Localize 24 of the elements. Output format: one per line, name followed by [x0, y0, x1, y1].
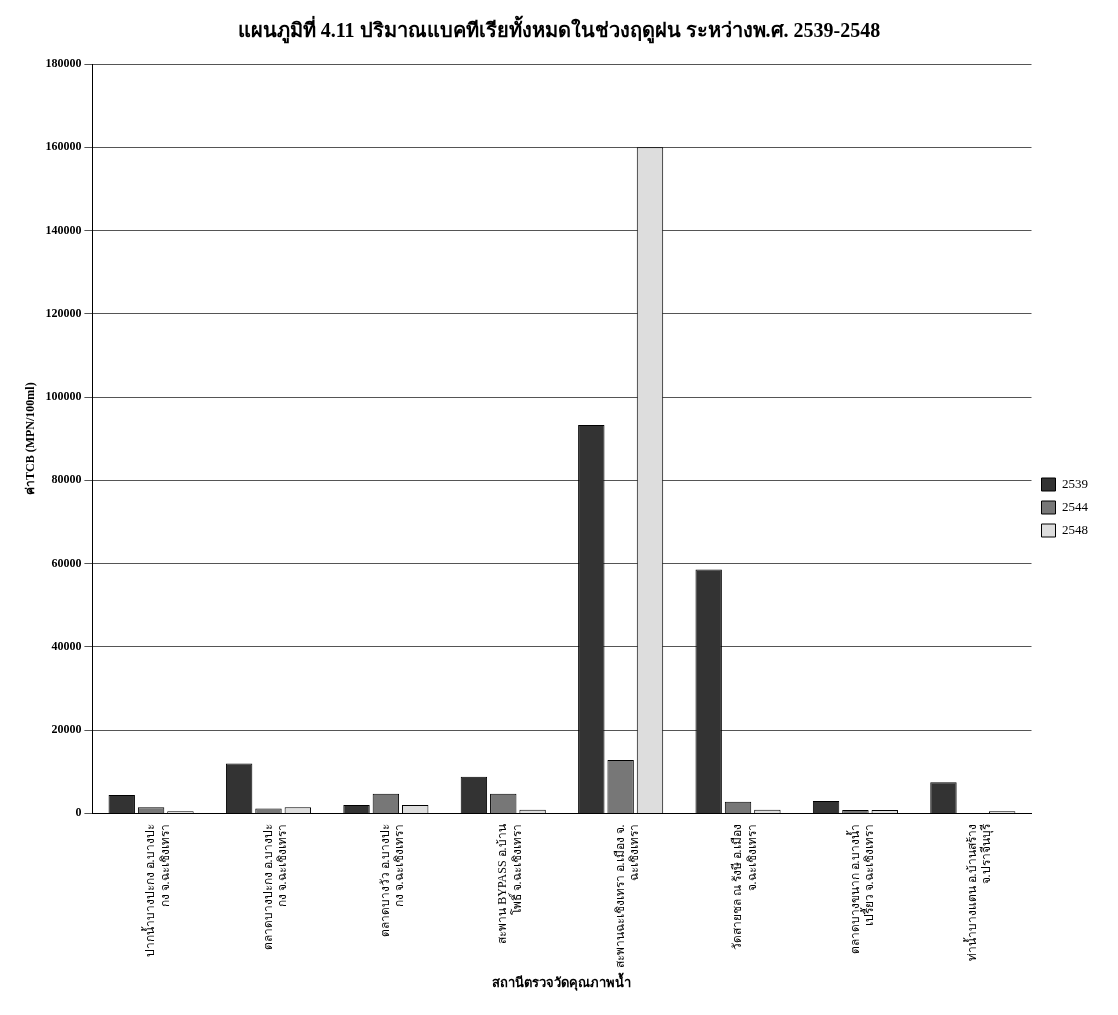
- x-tick-label: ตลาดบางปะกง อ.บางปะ กง จ.ฉะเชิงเทรา: [260, 824, 290, 951]
- y-tick-label: 100000: [45, 389, 82, 404]
- y-tick-label: 20000: [51, 722, 82, 737]
- x-tick-label: สะพานฉะเชิงเทรา อ.เมือง จ. ฉะเชิงเทรา: [612, 824, 642, 969]
- y-tick-label: 160000: [45, 139, 82, 154]
- y-axis-title: ค่าTCB (MPN/100ml): [23, 382, 38, 496]
- y-tick-label: 60000: [51, 555, 82, 570]
- x-tick-label: ตลาดบางวัว อ.บางปะ กง จ.ฉะเชิงเทรา: [378, 824, 407, 938]
- x-tick-label: ท่าน้ำบางแตน อ.บ้านสร้าง จ.ปราจีนบุรี: [962, 823, 995, 962]
- legend-label: 2539: [1062, 475, 1088, 491]
- y-tick-label: 80000: [51, 472, 82, 487]
- y-tick-label: 40000: [51, 638, 82, 653]
- chart-title: แผนภูมิที่ 4.11 ปริมาณแบคทีเรียทั้งหมดในช่วงฤดูฝน ระหว่างพ.ศ. 2539-2548: [237, 15, 881, 45]
- x-axis-title: สถานีตรวจวัดคุณภาพน้ำ: [492, 971, 632, 991]
- x-tick-label: สะพาน BYPASS อ.บ้าน โพธิ์ จ.ฉะเชิงเทรา: [495, 824, 524, 944]
- y-tick-label: 120000: [45, 305, 82, 320]
- x-tick-label: ปากน้ำบางปะกง อ.บางปะ กง จ.ฉะเชิงเทรา: [141, 824, 172, 958]
- x-tick-label: วัดสายชล ณ รังษี อ.เมือง จ.ฉะเชิงเทรา: [730, 824, 759, 951]
- y-tick-label: 0: [75, 805, 82, 820]
- y-tick-label: 140000: [45, 222, 82, 237]
- legend-label: 2548: [1062, 521, 1088, 537]
- y-tick-label: 180000: [45, 56, 82, 71]
- legend-label: 2544: [1062, 498, 1089, 514]
- x-tick-label: ตลาดบางขนาก อ.บางน้ำ เปรี้ยว จ.ฉะเชิงเทรา: [845, 824, 876, 955]
